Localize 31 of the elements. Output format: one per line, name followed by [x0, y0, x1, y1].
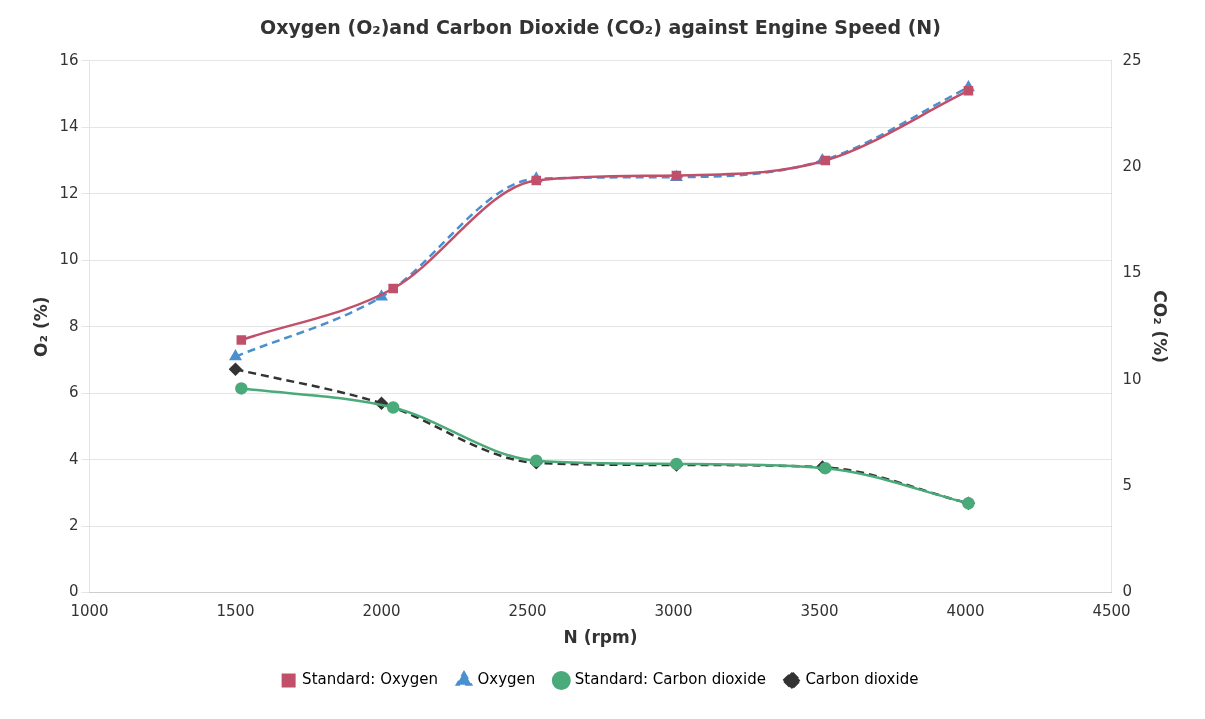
- y-tick-label: 12: [59, 183, 79, 202]
- x-tick-label: 1000: [70, 602, 109, 621]
- legend-label: Standard: Oxygen: [302, 670, 439, 689]
- x-tick-label: 4000: [946, 602, 985, 621]
- y2-tick-label: 25: [1122, 50, 1142, 69]
- y2-tick-label: 0: [1122, 582, 1133, 601]
- y2-tick-label: 5: [1122, 476, 1133, 495]
- x-tick-label: 3000: [654, 602, 693, 621]
- y2-tick-label: 15: [1122, 263, 1142, 282]
- chart-title: Oxygen (O₂)and Carbon Dioxide (CO₂) against Engine Speed (N): [260, 16, 941, 39]
- legend-label: Standard: Carbon dioxide: [574, 670, 766, 689]
- y-axis-title: O₂ (%): [30, 296, 51, 357]
- y-tick-label: 10: [59, 250, 79, 269]
- y2-tick-label: 20: [1122, 157, 1142, 176]
- y2-tick-label: 10: [1122, 369, 1142, 388]
- x-tick-label: 4500: [1092, 602, 1131, 621]
- y-tick-label: 6: [68, 383, 79, 402]
- legend-label: Oxygen: [477, 670, 536, 689]
- x-tick-label: 1500: [216, 602, 255, 621]
- legend-label: Carbon dioxide: [805, 670, 919, 689]
- x-tick-label: 2000: [362, 602, 401, 621]
- y-tick-label: 4: [68, 449, 79, 468]
- x-axis-title: N (rpm): [563, 627, 638, 648]
- x-tick-label: 2500: [508, 602, 547, 621]
- y-tick-label: 14: [59, 117, 79, 136]
- y-tick-label: 16: [59, 50, 79, 69]
- y-tick-label: 8: [68, 316, 79, 335]
- y-tick-label: 0: [68, 582, 79, 601]
- y-tick-label: 2: [68, 516, 79, 535]
- y2-axis-title: CO₂ (%): [1150, 290, 1171, 364]
- x-tick-label: 3500: [800, 602, 839, 621]
